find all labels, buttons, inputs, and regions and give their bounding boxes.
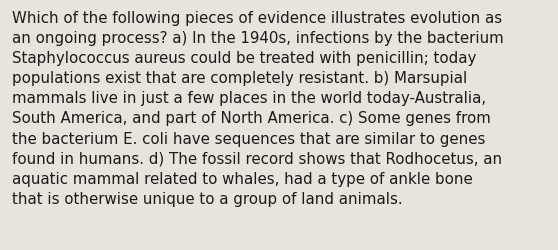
Text: Which of the following pieces of evidence illustrates evolution as
an ongoing pr: Which of the following pieces of evidenc…	[12, 11, 504, 206]
